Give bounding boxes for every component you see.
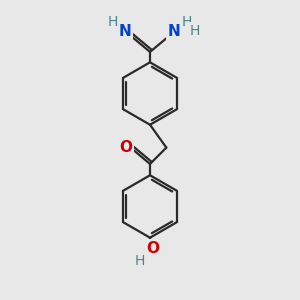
Text: N: N: [168, 24, 181, 39]
Text: O: O: [120, 140, 133, 154]
Text: H: H: [182, 15, 192, 28]
Text: H: H: [189, 24, 200, 38]
Text: H: H: [108, 15, 118, 28]
Text: N: N: [119, 24, 131, 39]
Text: H: H: [134, 254, 145, 268]
Text: O: O: [146, 241, 159, 256]
